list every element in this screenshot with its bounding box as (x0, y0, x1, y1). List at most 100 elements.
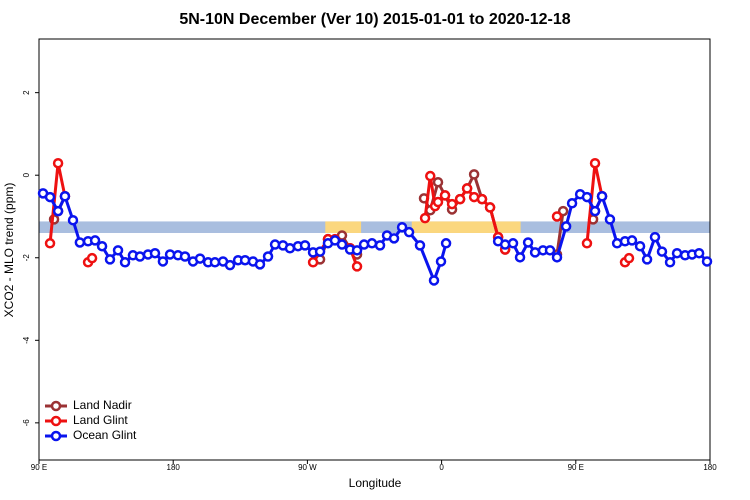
series-marker (484, 202, 496, 213)
series-marker (119, 257, 131, 268)
series-marker (566, 198, 578, 209)
highlight-span (411, 221, 521, 233)
series-marker (284, 243, 296, 254)
series-marker (560, 221, 572, 232)
series-marker (403, 226, 415, 238)
series-marker (589, 157, 601, 169)
series-marker (641, 254, 653, 265)
plot-frame (38, 38, 711, 461)
series-marker (551, 252, 563, 263)
series-marker (149, 247, 161, 259)
series-marker (604, 214, 616, 225)
y-tick-label: 2 (22, 90, 31, 95)
series-marker (388, 233, 400, 244)
legend-label: Land Glint (73, 413, 128, 427)
legend-marker (50, 430, 62, 442)
series-marker (52, 157, 64, 169)
series-marker (224, 259, 236, 271)
series-marker (396, 221, 408, 233)
series-marker (439, 190, 451, 201)
y-tick-label: -4 (22, 336, 31, 344)
series-marker (440, 238, 452, 249)
series-marker (522, 237, 534, 248)
legend-marker (50, 415, 62, 427)
series-marker (96, 240, 108, 252)
series-marker (44, 191, 56, 203)
series-marker (432, 196, 444, 208)
series-marker (52, 205, 64, 217)
x-tick-label: 90 E (568, 463, 584, 472)
series-marker (626, 235, 638, 246)
series-marker (209, 257, 221, 268)
series-marker (514, 252, 526, 263)
series-marker (581, 191, 593, 203)
chart-title: 5N-10N December (Ver 10) 2015-01-01 to 2… (179, 11, 570, 28)
x-tick-label: 90 E (31, 463, 47, 472)
legend-marker (50, 400, 62, 412)
series-marker (428, 275, 440, 286)
x-axis-label: Longitude (349, 476, 402, 490)
series-marker (134, 251, 146, 262)
series-marker (596, 191, 608, 202)
series-marker (86, 252, 98, 264)
legend-label: Land Nadir (73, 398, 132, 412)
series-marker (44, 238, 56, 249)
series-marker (649, 231, 661, 243)
series-marker (468, 169, 480, 180)
series-marker (366, 238, 378, 249)
x-tick-label: 180 (703, 463, 717, 472)
series-marker (656, 246, 668, 257)
series-marker (262, 251, 274, 262)
series-marker (358, 239, 370, 250)
series-marker (67, 214, 79, 226)
series-marker (351, 261, 363, 272)
y-tick-label: -6 (22, 419, 31, 427)
series-marker (701, 256, 713, 267)
series-marker (374, 240, 386, 251)
series-marker (589, 205, 601, 217)
y-tick-label: -2 (22, 254, 31, 262)
highlight-span (325, 221, 362, 233)
series-marker (507, 238, 519, 249)
x-tick-label: 180 (167, 463, 181, 472)
series-marker (254, 259, 266, 270)
series-marker (194, 253, 206, 264)
series-marker (446, 198, 458, 210)
series-marker (414, 240, 426, 251)
series-marker (499, 239, 511, 250)
series-marker (664, 257, 676, 268)
series-marker (454, 193, 466, 205)
series-marker (461, 183, 473, 194)
series-marker (551, 211, 563, 222)
series-marker (425, 170, 436, 182)
series-marker (157, 256, 169, 267)
series-marker (435, 256, 447, 267)
series-marker (74, 237, 86, 248)
series-marker (476, 193, 488, 205)
series-line (555, 210, 565, 255)
series-marker (693, 247, 705, 259)
y-tick-label: 0 (22, 172, 31, 177)
x-tick-label: 90 W (298, 463, 317, 472)
series-marker (59, 191, 71, 202)
series-marker (419, 212, 431, 224)
series-marker (89, 235, 101, 246)
series-marker (581, 238, 593, 249)
series-marker (239, 254, 251, 266)
series-marker (314, 246, 326, 257)
series-marker (623, 252, 635, 264)
series-marker (307, 257, 319, 268)
series-marker (112, 245, 124, 256)
series-marker (336, 239, 348, 250)
series-marker (634, 240, 646, 252)
series-marker (544, 245, 556, 256)
series-marker (671, 247, 683, 259)
series-marker (557, 205, 569, 217)
series-marker (351, 245, 363, 256)
reference-band (39, 221, 710, 233)
legend-label: Ocean Glint (73, 428, 137, 442)
series-marker (432, 176, 444, 188)
series-marker (179, 251, 191, 262)
x-tick-label: 0 (439, 463, 444, 472)
